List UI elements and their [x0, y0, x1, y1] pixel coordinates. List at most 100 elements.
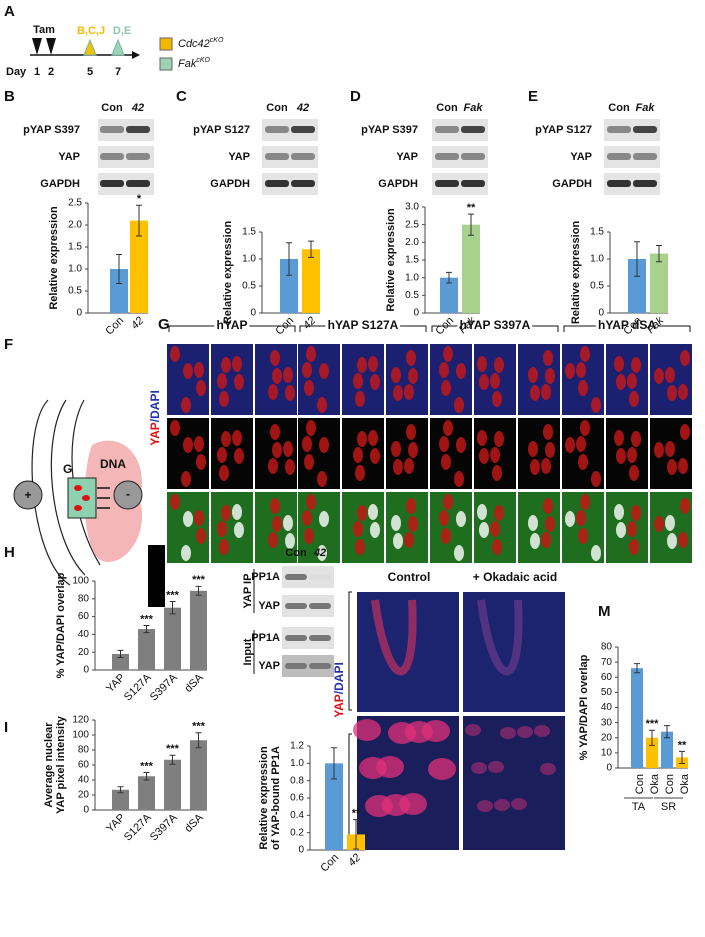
- cell-signal: [217, 447, 227, 463]
- legend-entry: FakcKO: [178, 57, 211, 70]
- cell-signal: [591, 545, 601, 561]
- bar: [138, 629, 155, 670]
- cell-signal: [443, 346, 453, 362]
- cell-signal: [406, 350, 416, 366]
- cell-signal: [393, 533, 403, 549]
- bar: [462, 224, 480, 313]
- cell-signal: [678, 384, 688, 400]
- significance-label: **: [467, 202, 476, 214]
- cell-signal: [217, 373, 227, 389]
- blot-band: [285, 663, 307, 669]
- cell-signal: [302, 510, 312, 526]
- blot-band: [285, 574, 307, 580]
- cell-signal: [408, 442, 418, 458]
- x-tick-label: Con: [273, 315, 296, 338]
- cell-signal: [680, 350, 690, 366]
- cell-signal: [517, 726, 533, 738]
- y-tick-label: 1.0: [290, 758, 304, 769]
- panel-label: A: [4, 3, 15, 20]
- cell-signal: [306, 420, 316, 436]
- error-bar: [117, 649, 124, 659]
- cell-signal: [353, 373, 363, 389]
- legend-name: Fak: [178, 58, 197, 70]
- cell-signal: [353, 447, 363, 463]
- cell-signal: [545, 442, 555, 458]
- blot-strip: [262, 173, 318, 195]
- cell-signal: [490, 447, 500, 463]
- cell-signal: [477, 430, 487, 446]
- cell-signal: [317, 471, 327, 487]
- cell-signal: [456, 511, 466, 527]
- cell-signal: [270, 350, 280, 366]
- significance-label: ***: [192, 721, 206, 733]
- x-tick-label: Oka: [679, 773, 691, 794]
- error-bar: [143, 625, 150, 634]
- cell-signal: [629, 539, 639, 555]
- blot-band: [607, 126, 631, 133]
- cell-signal: [616, 448, 626, 464]
- cell-signal: [181, 545, 191, 561]
- cell-signal: [543, 424, 553, 440]
- tissue-fold: [477, 599, 523, 676]
- error-bar: [286, 242, 292, 276]
- cell: [74, 485, 82, 491]
- cell-signal: [492, 465, 502, 481]
- cell-signal: [441, 528, 451, 544]
- blot-strip: [282, 655, 334, 677]
- y-tick-label: 1.5: [68, 242, 82, 253]
- cell-signal: [678, 532, 688, 548]
- cell-signal: [456, 363, 466, 379]
- tamoxifen-marker: [32, 38, 42, 55]
- cell-signal: [629, 391, 639, 407]
- cell-signal: [530, 533, 540, 549]
- cell-signal: [439, 436, 449, 452]
- y-axis-label: YAP pixel intensity: [55, 715, 67, 814]
- cell-signal: [528, 515, 538, 531]
- bar: [190, 590, 207, 670]
- cell-signal: [232, 356, 242, 372]
- cell-signal: [391, 367, 401, 383]
- x-tick-label: Con: [634, 774, 646, 794]
- y-axis-label: Relative expression: [222, 221, 234, 325]
- cell-signal: [302, 436, 312, 452]
- y-tick-label: 40: [601, 702, 613, 713]
- legend-sup: cKO: [196, 57, 210, 64]
- cell-signal: [219, 391, 229, 407]
- cell-signal: [270, 498, 280, 514]
- micrograph-tile: [606, 344, 648, 415]
- cell-signal: [368, 504, 378, 520]
- blot-strip: [262, 146, 318, 168]
- cell-signal: [591, 471, 601, 487]
- cell-signal: [479, 374, 489, 390]
- y-tick-label: 0.5: [68, 286, 82, 297]
- cell-signal: [183, 511, 193, 527]
- cell-signal: [194, 362, 204, 378]
- bar: [110, 269, 128, 313]
- cell-signal: [355, 465, 365, 481]
- cell-signal: [306, 494, 316, 510]
- stain-yap: YAP: [148, 422, 162, 446]
- blot-band: [285, 603, 307, 609]
- column-header: + Okadaic acid: [473, 570, 557, 584]
- dna-label: DNA: [100, 457, 126, 471]
- cell-signal: [578, 528, 588, 544]
- y-axis-label: Relative expression: [48, 206, 60, 310]
- y-tick-label: 120: [72, 715, 89, 726]
- cell-signal: [565, 437, 575, 453]
- blot-band: [461, 153, 485, 160]
- stain-label: YAP/DAPI: [332, 662, 346, 718]
- blot-row-label: pYAP S127: [193, 124, 250, 136]
- blot-band: [461, 126, 485, 133]
- group-label: TA: [632, 801, 646, 813]
- cell-signal: [196, 454, 206, 470]
- cell-signal: [404, 384, 414, 400]
- blot-band: [435, 126, 459, 133]
- cell-signal: [353, 719, 381, 741]
- cell-signal: [530, 459, 540, 475]
- error-bar: [353, 819, 359, 850]
- cell-signal: [388, 722, 416, 744]
- blot-band: [100, 180, 124, 187]
- y-axis-label: Relative expression: [570, 221, 582, 325]
- cell-signal: [272, 368, 282, 384]
- error-bar: [116, 253, 122, 285]
